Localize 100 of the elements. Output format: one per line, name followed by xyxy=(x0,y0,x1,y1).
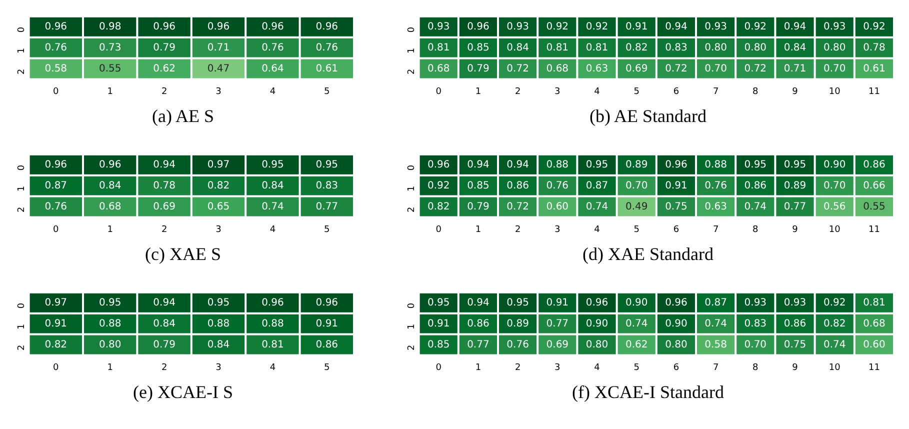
data-label: 0.96 xyxy=(262,297,284,308)
data-label: 0.80 xyxy=(98,339,122,350)
data-label: 0.78 xyxy=(153,180,176,192)
data-label: 0.81 xyxy=(427,42,450,54)
data-label: 0.75 xyxy=(665,201,688,212)
data-label: 0.88 xyxy=(704,159,727,170)
data-label: 0.94 xyxy=(153,297,176,308)
data-label: 0.95 xyxy=(427,297,450,308)
x-tick-label: 3 xyxy=(216,362,222,373)
data-label: 0.95 xyxy=(586,159,608,170)
x-tick-label: 0 xyxy=(53,362,60,373)
data-label: 0.96 xyxy=(427,159,450,170)
data-label: 0.96 xyxy=(153,21,176,32)
data-label: 0.71 xyxy=(784,63,806,74)
text: (a) AE S xyxy=(151,106,215,127)
text: (b) AE Standard xyxy=(588,106,708,127)
data-label: 0.77 xyxy=(316,201,338,212)
x-tick-label: 5 xyxy=(634,362,640,373)
data-label: 0.90 xyxy=(625,297,648,308)
data-label: 0.81 xyxy=(262,339,284,350)
data-label: 0.76 xyxy=(316,42,338,54)
data-label: 0.77 xyxy=(467,339,490,350)
x-tick-label: 4 xyxy=(594,86,600,97)
y-tick-label: 1 xyxy=(407,48,418,54)
data-label: 0.84 xyxy=(262,180,284,192)
y-tick-label: 0 xyxy=(407,302,418,309)
data-label: 0.93 xyxy=(784,297,806,308)
data-label: 0.47 xyxy=(207,63,230,74)
data-label: 0.91 xyxy=(44,318,68,330)
data-label: 0.63 xyxy=(704,201,727,212)
x-tick-label: 8 xyxy=(752,86,759,97)
data-label: 0.92 xyxy=(586,21,608,32)
x-tick-label: 4 xyxy=(270,224,276,235)
data-label: 0.82 xyxy=(427,201,450,212)
data-label: 0.68 xyxy=(546,63,569,74)
data-label: 0.98 xyxy=(98,21,122,32)
data-label: 0.93 xyxy=(823,21,846,32)
data-label: 0.73 xyxy=(98,42,122,54)
data-label: 0.89 xyxy=(625,159,648,170)
data-label: 0.93 xyxy=(744,297,767,308)
data-label: 0.80 xyxy=(586,339,608,350)
x-tick-label: 10 xyxy=(828,362,841,373)
x-tick-label: 4 xyxy=(594,224,600,235)
data-label: 0.84 xyxy=(784,42,806,54)
x-tick-label: 0 xyxy=(436,86,442,97)
data-label: 0.88 xyxy=(98,318,122,330)
data-label: 0.74 xyxy=(586,201,608,212)
data-label: 0.83 xyxy=(316,180,338,192)
data-label: 0.76 xyxy=(704,180,727,192)
data-label: 0.69 xyxy=(546,339,569,350)
data-label: 0.88 xyxy=(546,159,569,170)
x-tick-label: 1 xyxy=(475,224,482,235)
data-label: 0.70 xyxy=(625,180,648,192)
data-label: 0.58 xyxy=(44,63,68,74)
data-label: 0.92 xyxy=(744,21,767,32)
x-tick-label: 0 xyxy=(436,362,442,373)
data-label: 0.81 xyxy=(586,42,608,54)
x-tick-label: 0 xyxy=(53,86,60,97)
text: (c) XAE S xyxy=(144,244,222,265)
data-label: 0.85 xyxy=(467,42,490,54)
data-label: 0.68 xyxy=(427,63,450,74)
x-tick-label: 6 xyxy=(673,362,680,373)
data-label: 0.76 xyxy=(262,42,284,54)
data-label: 0.66 xyxy=(863,180,886,192)
data-label: 0.70 xyxy=(704,63,727,74)
data-label: 0.92 xyxy=(546,21,569,32)
data-label: 0.91 xyxy=(665,180,688,192)
x-tick-label: 9 xyxy=(792,86,798,97)
data-label: 0.86 xyxy=(784,318,806,330)
data-label: 0.94 xyxy=(467,159,490,170)
data-label: 0.84 xyxy=(98,180,122,192)
data-label: 0.70 xyxy=(823,180,846,192)
data-label: 0.69 xyxy=(625,63,648,74)
data-label: 0.89 xyxy=(784,180,806,192)
x-tick-label: 10 xyxy=(828,224,841,235)
x-tick-label: 8 xyxy=(752,224,759,235)
text: (f) XCAE-I Standard xyxy=(571,382,725,403)
data-label: 0.96 xyxy=(44,159,68,170)
data-label: 0.69 xyxy=(153,201,176,212)
data-label: 0.93 xyxy=(704,21,727,32)
data-label: 0.78 xyxy=(863,42,886,54)
data-label: 0.88 xyxy=(262,318,284,330)
data-label: 0.87 xyxy=(44,180,68,192)
x-tick-label: 9 xyxy=(792,224,798,235)
data-label: 0.96 xyxy=(207,21,230,32)
x-tick-label: 4 xyxy=(270,362,276,373)
x-tick-label: 2 xyxy=(514,362,521,373)
x-tick-label: 5 xyxy=(324,362,330,373)
y-tick-label: 0 xyxy=(17,26,28,33)
data-label: 0.92 xyxy=(823,297,846,308)
data-label: 0.80 xyxy=(704,42,727,54)
data-label: 0.95 xyxy=(784,159,806,170)
data-label: 0.55 xyxy=(98,63,122,74)
x-tick-label: 11 xyxy=(868,224,880,235)
data-label: 0.58 xyxy=(704,339,727,350)
x-tick-label: 5 xyxy=(324,224,330,235)
x-tick-label: 1 xyxy=(107,86,113,97)
x-tick-label: 2 xyxy=(514,86,521,97)
y-tick-label: 2 xyxy=(407,68,418,74)
y-tick-label: 1 xyxy=(17,324,28,330)
